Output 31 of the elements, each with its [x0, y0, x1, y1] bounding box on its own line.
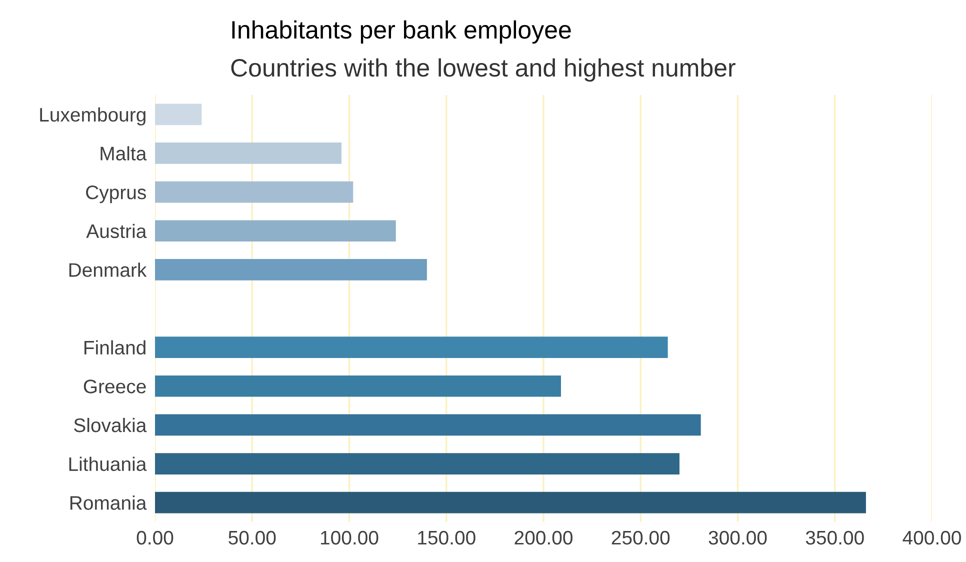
- bar: [155, 375, 561, 397]
- y-tick-label: Lithuania: [69, 456, 147, 472]
- x-tick-label: 200.00: [514, 530, 572, 545]
- bar: [155, 142, 342, 164]
- y-tick-label: Finland: [84, 340, 146, 355]
- bar: [155, 453, 680, 474]
- x-tick-label: 300.00: [708, 530, 767, 545]
- x-tick-label: 250.00: [612, 530, 670, 545]
- chart-subtitle: Countries with the lowest and highest number: [231, 58, 736, 82]
- bar: [155, 336, 668, 358]
- y-tick-label: Denmark: [69, 262, 147, 277]
- y-tick-label: Greece: [84, 380, 146, 394]
- y-tick-label: Luxembourg: [40, 107, 146, 126]
- x-tick-label: 0.00: [136, 530, 174, 545]
- chart-title: Inhabitants per bank employee: [232, 20, 571, 44]
- x-tick-label: 350.00: [806, 530, 864, 545]
- x-tick-label: 400.00: [902, 530, 961, 545]
- bar: [155, 104, 202, 126]
- bar: [155, 414, 701, 436]
- y-tick-label: Cyprus: [86, 186, 146, 204]
- x-tick-label: 100.00: [321, 530, 378, 545]
- bar: [155, 220, 396, 242]
- bar: [155, 181, 354, 203]
- y-tick-label: Austria: [86, 224, 147, 238]
- bar: [155, 492, 866, 514]
- x-tick-label: 50.00: [228, 530, 276, 545]
- x-tick-label: 150.00: [418, 530, 476, 545]
- y-tick-label: Romania: [70, 496, 147, 510]
- y-tick-label: Malta: [100, 146, 147, 160]
- y-tick-label: Slovakia: [74, 418, 147, 432]
- bar: [155, 259, 427, 280]
